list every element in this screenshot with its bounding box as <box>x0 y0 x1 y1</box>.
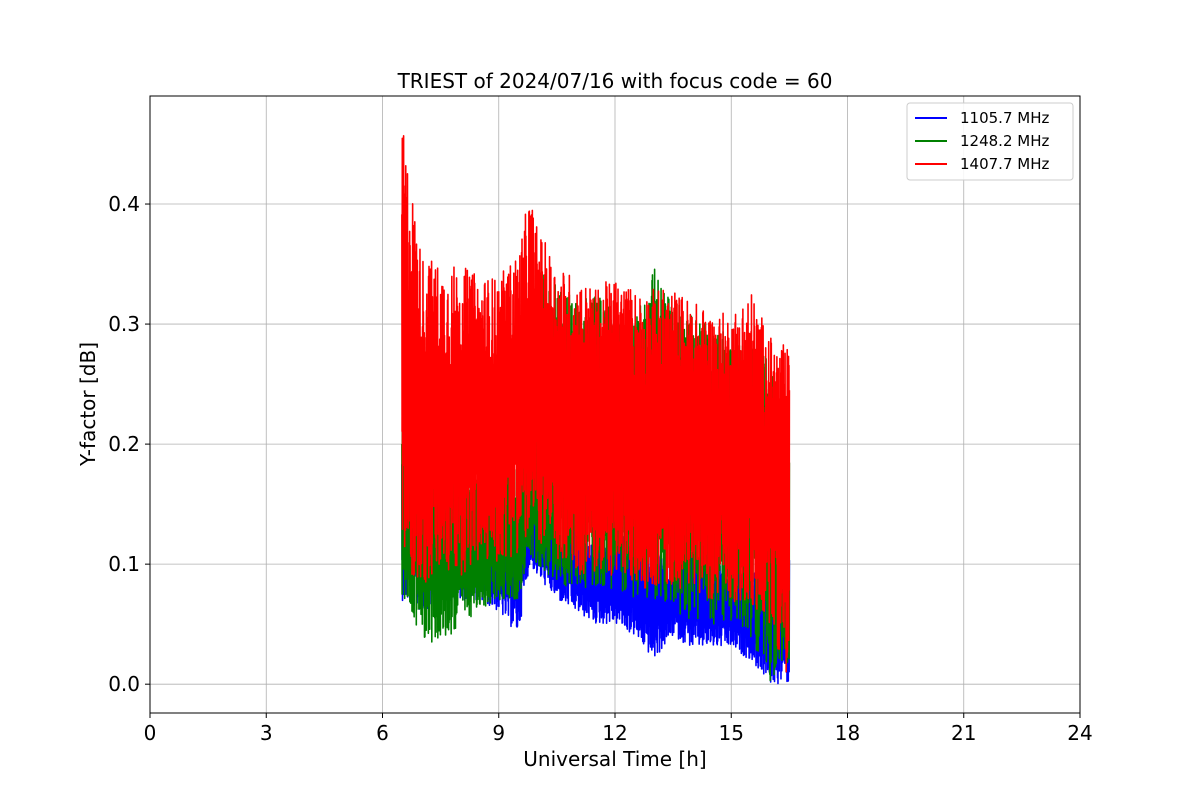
x-tick-label: 9 <box>492 721 505 745</box>
plot-area <box>401 135 791 685</box>
series-line-3 <box>401 135 791 673</box>
series-layer <box>401 135 791 685</box>
x-tick-label: 21 <box>951 721 976 745</box>
x-tick-label: 18 <box>835 721 860 745</box>
y-axis-label: Y-factor [dB] <box>76 342 100 467</box>
legend-label-1248: 1248.2 MHz <box>960 132 1049 150</box>
y-tick-label: 0.3 <box>108 312 140 336</box>
legend-label-1105: 1105.7 MHz <box>960 109 1049 127</box>
tick-layer: 0 3 6 9 12 15 18 21 24 0.0 0.1 0.2 0.3 0.4 <box>108 192 1093 745</box>
x-tick-label: 15 <box>719 721 744 745</box>
y-tick-label: 0.2 <box>108 432 140 456</box>
x-tick-label: 12 <box>602 721 627 745</box>
y-tick-label: 0.4 <box>108 192 140 216</box>
x-tick-label: 0 <box>144 721 157 745</box>
x-tick-label: 24 <box>1067 721 1092 745</box>
chart-title: TRIEST of 2024/07/16 with focus code = 6… <box>397 69 833 93</box>
y-tick-label: 0.0 <box>108 672 140 696</box>
legend: 1105.7 MHz 1248.2 MHz 1407.7 MHz <box>906 102 1074 181</box>
legend-label-1407: 1407.7 MHz <box>960 155 1049 173</box>
legend-box <box>906 102 1074 181</box>
x-axis-label: Universal Time [h] <box>523 747 706 771</box>
x-tick-label: 3 <box>260 721 273 745</box>
y-tick-label: 0.1 <box>108 552 140 576</box>
x-tick-label: 6 <box>376 721 389 745</box>
